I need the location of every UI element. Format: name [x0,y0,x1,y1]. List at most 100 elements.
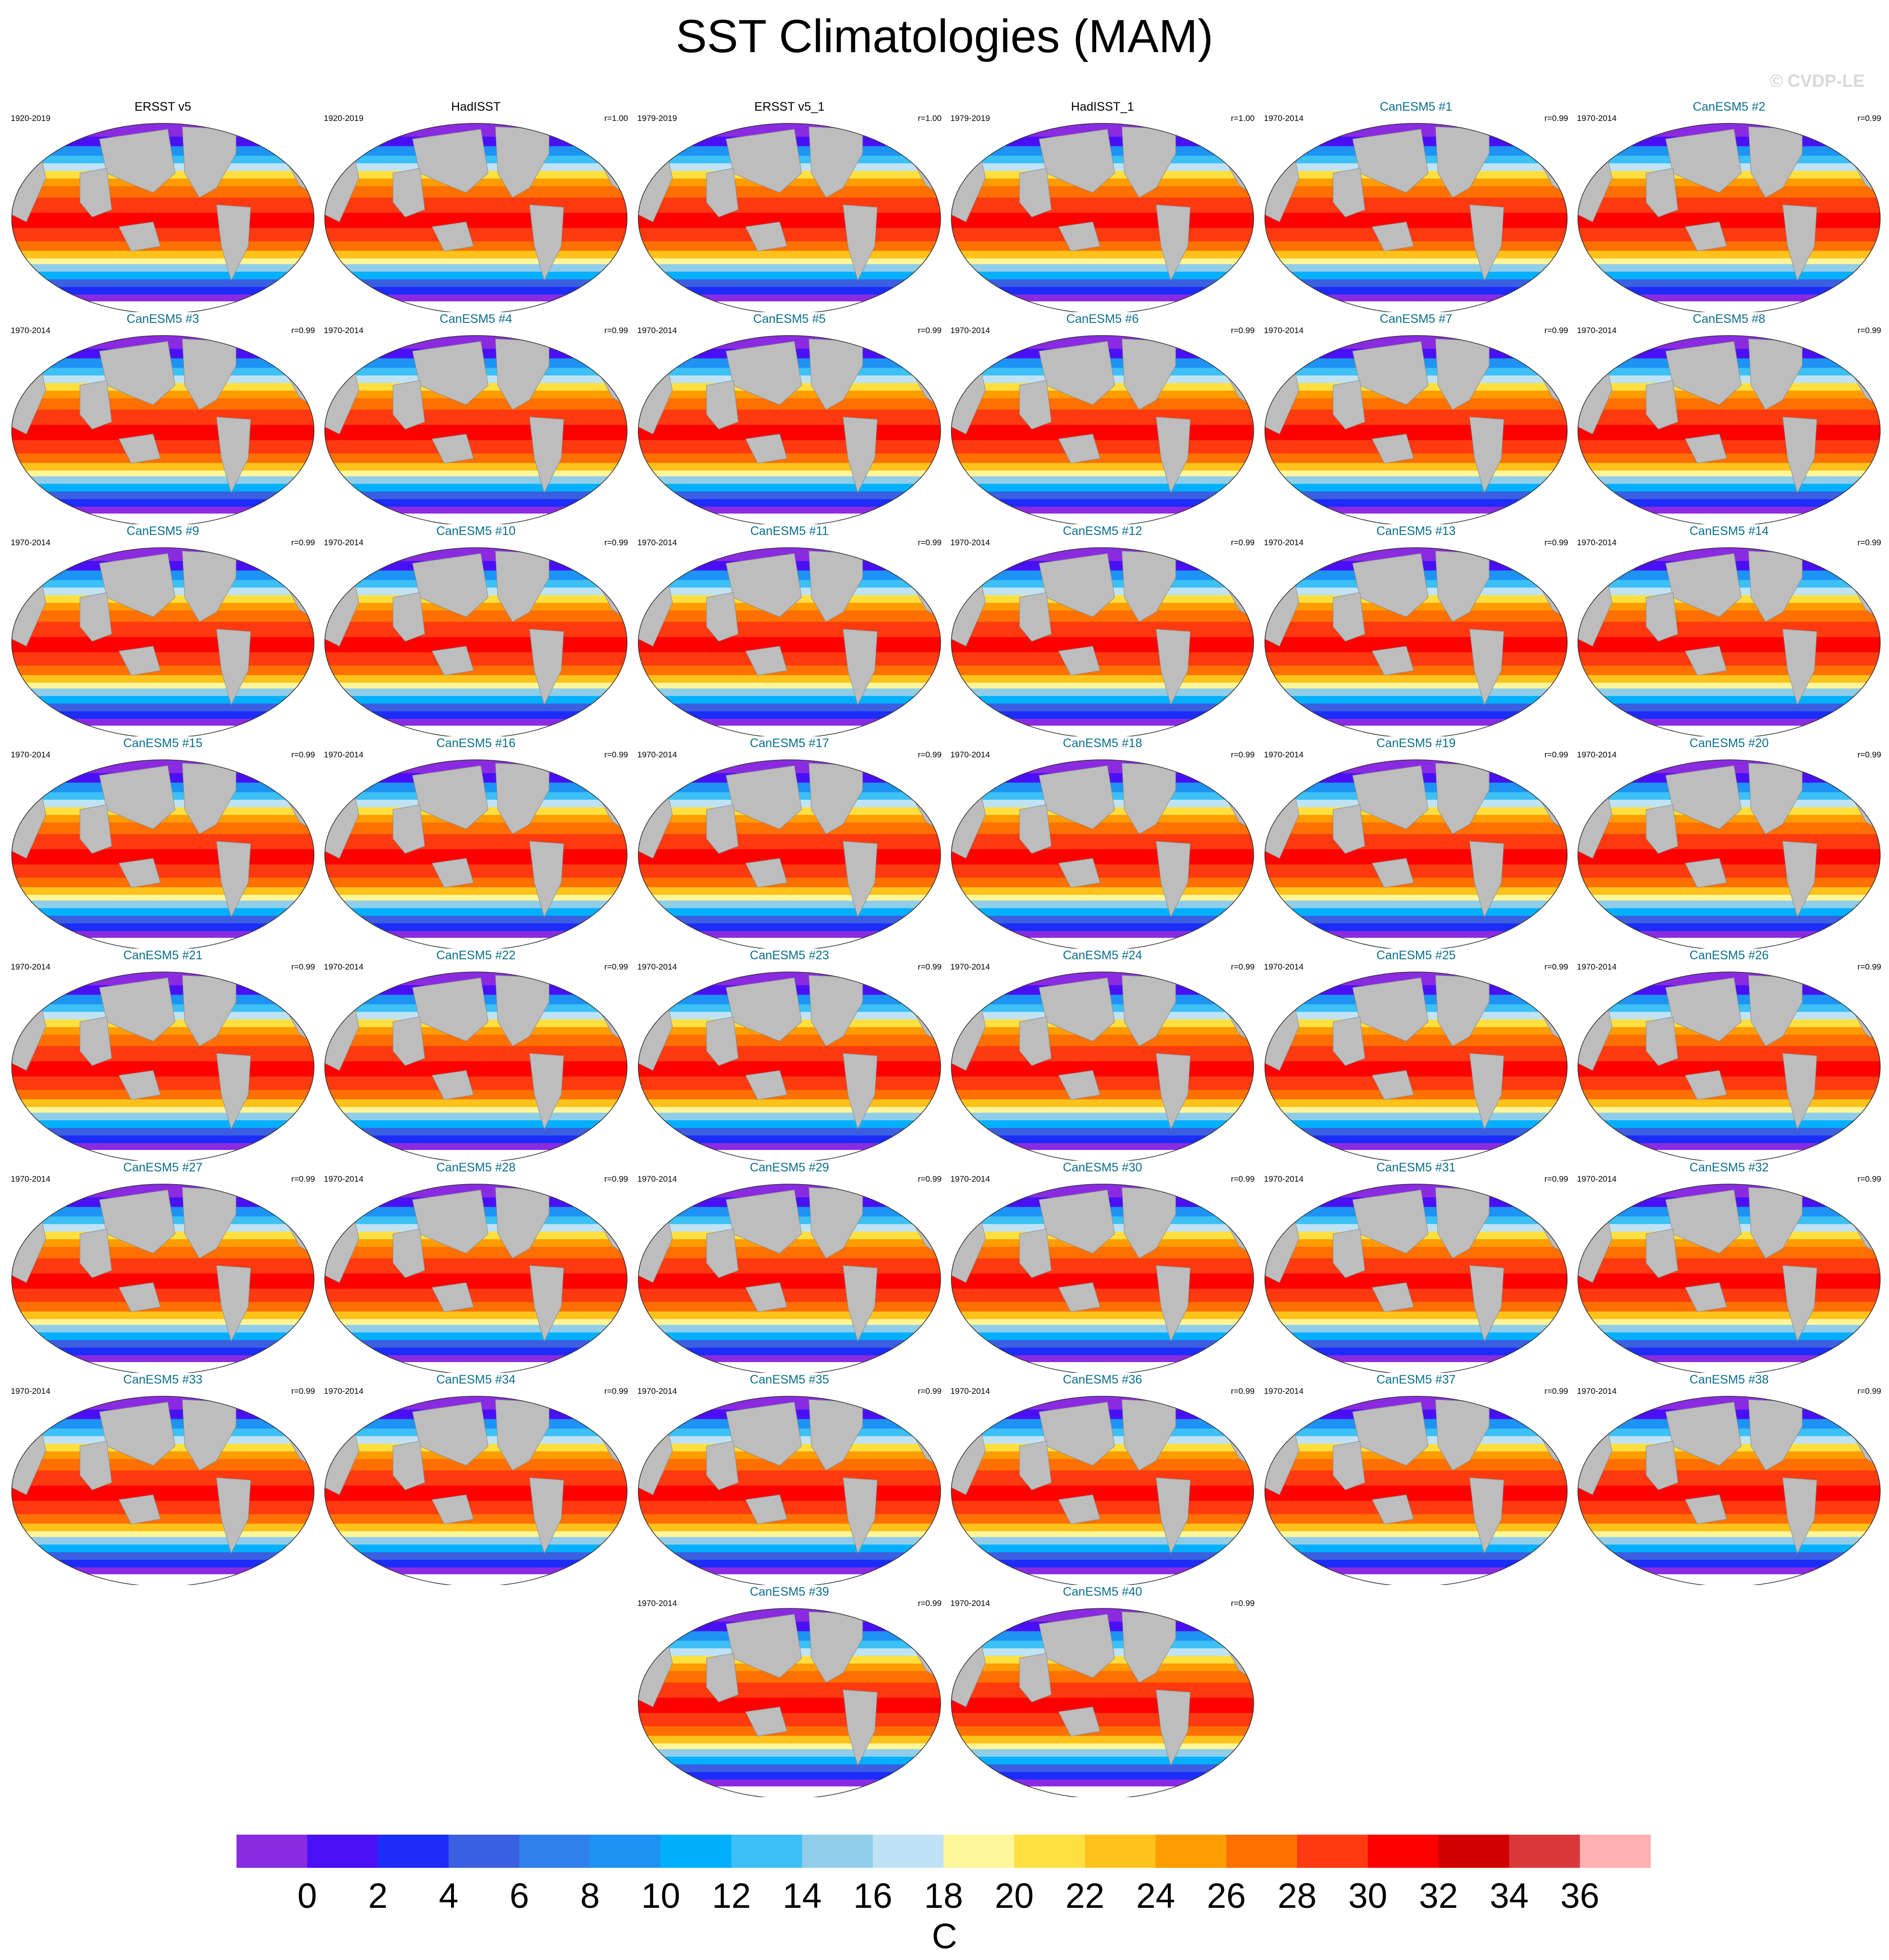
colorbar-swatch [307,1835,378,1868]
panel-title: CanESM5 #1 [1379,100,1453,114]
panel-correlation: r=0.99 [604,1174,628,1184]
panel-period: 1970-2014 [637,1386,677,1396]
colorbar-swatch [873,1835,944,1868]
sst-map [638,335,941,524]
panel-period: 1970-2014 [1577,538,1617,547]
map-panel: CanESM5 #38 1970-2014 r=0.99 [1573,1373,1885,1585]
colorbar-tick-label: 22 [1065,1877,1104,1916]
colorbar-tick-label: 12 [712,1877,751,1916]
panel-correlation: r=0.99 [1544,962,1568,971]
panel-title: CanESM5 #2 [1692,100,1766,114]
panel-period: 1970-2014 [950,1174,990,1184]
panel-period: 1920-2019 [11,114,51,123]
panel-title: CanESM5 #11 [750,524,829,538]
sst-map [1264,335,1568,524]
sst-map [638,1184,941,1373]
sst-map [638,1396,941,1585]
colorbar-swatch [519,1835,590,1868]
sst-map [638,123,941,312]
panel-correlation: r=0.99 [1857,538,1881,547]
sst-map [1264,1184,1568,1373]
colorbar-tick-label: 18 [924,1877,963,1916]
panel-correlation: r=0.99 [1544,1386,1568,1396]
panel-period: 1970-2014 [637,326,677,335]
panel-title: CanESM5 #5 [753,312,826,326]
panel-title: CanESM5 #23 [749,949,829,962]
sst-map [638,547,941,736]
sst-map [951,335,1254,524]
panel-correlation: r=0.99 [291,326,315,335]
panel-title: ERSST v5_1 [754,100,825,114]
panel-correlation: r=0.99 [1231,1386,1255,1396]
sst-map [1264,1396,1568,1585]
panel-period: 1970-2014 [1577,1386,1617,1396]
map-panel: CanESM5 #18 1970-2014 r=0.99 [946,736,1259,949]
panel-correlation: r=0.99 [1231,538,1255,547]
panel-correlation: r=0.99 [1857,326,1881,335]
map-panel: CanESM5 #15 1970-2014 r=0.99 [7,736,319,949]
colorbar-tick-label: 34 [1490,1877,1529,1916]
colorbar-swatch [449,1835,520,1868]
sst-map [11,123,315,312]
panel-correlation: r=0.99 [1544,538,1568,547]
panel-title: CanESM5 #12 [1063,524,1142,538]
map-panel: CanESM5 #34 1970-2014 r=0.99 [320,1373,632,1585]
sst-map [951,1608,1254,1797]
colorbar-tick-label: 30 [1348,1877,1387,1916]
panel-correlation: r=0.99 [918,750,942,759]
panel-title: CanESM5 #32 [1689,1161,1769,1174]
map-panel: CanESM5 #29 1970-2014 r=0.99 [633,1161,945,1373]
panel-period: 1970-2014 [1264,1386,1304,1396]
map-panel: CanESM5 #22 1970-2014 r=0.99 [320,949,632,1161]
panel-period: 1970-2014 [11,962,51,971]
map-panel: CanESM5 #26 1970-2014 r=0.99 [1573,949,1885,1161]
panel-period: 1970-2014 [1264,326,1304,335]
panel-period: 1920-2019 [324,114,364,123]
panel-correlation: r=0.99 [1544,750,1568,759]
map-panel: CanESM5 #24 1970-2014 r=0.99 [946,949,1259,1161]
panel-title: CanESM5 #35 [749,1373,829,1386]
panel-period: 1970-2014 [324,326,364,335]
panel-title: CanESM5 #29 [749,1161,829,1174]
panel-period: 1970-2014 [637,1174,677,1184]
sst-map [11,1184,315,1373]
panel-correlation: r=0.99 [918,1174,942,1184]
panel-period: 1970-2014 [11,1174,51,1184]
panel-correlation: r=0.99 [918,1599,942,1608]
sst-map [951,123,1254,312]
map-panel: CanESM5 #9 1970-2014 r=0.99 [7,524,319,736]
colorbar-swatch [1580,1835,1651,1868]
panel-period: 1970-2014 [1264,962,1304,971]
colorbar-swatch [1368,1835,1439,1868]
map-panel: CanESM5 #32 1970-2014 r=0.99 [1573,1161,1885,1373]
sst-map [11,759,315,949]
panel-period: 1979-2019 [637,114,677,123]
panel-correlation: r=0.99 [1231,750,1255,759]
panel-title: CanESM5 #34 [436,1373,516,1386]
sst-map [324,1184,628,1373]
panel-title: CanESM5 #28 [436,1161,516,1174]
map-panel: CanESM5 #2 1970-2014 r=0.99 [1573,100,1885,312]
panel-title: CanESM5 #19 [1376,736,1456,750]
panel-title: CanESM5 #7 [1379,312,1453,326]
panel-title: CanESM5 #18 [1063,736,1142,750]
sst-map [951,547,1254,736]
panel-title: CanESM5 #36 [1063,1373,1142,1386]
map-panel: CanESM5 #28 1970-2014 r=0.99 [320,1161,632,1373]
map-panel: CanESM5 #30 1970-2014 r=0.99 [946,1161,1259,1373]
panel-correlation: r=0.99 [1544,326,1568,335]
panel-correlation: r=0.99 [291,1386,315,1396]
panel-period: 1970-2014 [324,1174,364,1184]
panel-correlation: r=0.99 [604,962,628,971]
panel-title: CanESM5 #8 [1692,312,1766,326]
map-panel: CanESM5 #39 1970-2014 r=0.99 [633,1585,945,1797]
panel-period: 1970-2014 [324,1386,364,1396]
panel-period: 1979-2019 [950,114,990,123]
map-panel: CanESM5 #4 1970-2014 r=0.99 [320,312,632,524]
panel-period: 1970-2014 [1577,114,1617,123]
map-panel: CanESM5 #23 1970-2014 r=0.99 [633,949,945,1161]
colorbar-swatch [731,1835,803,1868]
panel-period: 1970-2014 [324,962,364,971]
panel-title: CanESM5 #3 [126,312,199,326]
panel-correlation: r=0.99 [1544,114,1568,123]
